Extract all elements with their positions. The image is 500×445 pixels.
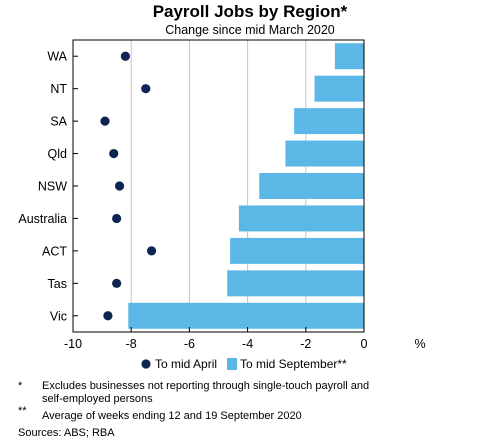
bar-vic — [128, 302, 364, 329]
y-tick-label-act: ACT — [42, 244, 67, 258]
bar-nsw — [259, 173, 364, 199]
bar-qld — [285, 140, 364, 167]
legend-bar-swatch — [227, 358, 237, 370]
legend-bar-label: To mid September** — [240, 357, 347, 371]
x-tick-label-5: 0 — [361, 337, 368, 351]
y-tick-label-qld: Qld — [48, 147, 68, 161]
dot-nt — [141, 84, 151, 94]
chart-title: Payroll Jobs by Region* — [152, 2, 348, 21]
y-tick-label-sa: SA — [50, 115, 67, 129]
dot-nsw — [114, 181, 125, 191]
bar-act — [230, 237, 364, 264]
x-tick-label-0: -10 — [64, 337, 82, 351]
y-tick-label-tas: Tas — [48, 277, 67, 291]
footnote-2-text: Average of weeks ending 12 and 19 Septem… — [42, 410, 302, 422]
dot-sa — [100, 116, 110, 126]
dot-qld — [109, 148, 119, 159]
bar-australia — [238, 205, 364, 232]
footnote-2-mark: ** — [18, 405, 27, 417]
chart-svg: WA NT SA Qld NSW Australia ACT Tas Vic -10 -8 -6 -4 -… — [18, 39, 426, 371]
x-tick-label-4: -2 — [300, 337, 311, 351]
footnote-1-text: Excludes businesses not reporting throug… — [42, 380, 370, 405]
y-tick-label-wa: WA — [47, 50, 67, 64]
x-tick-label-2: -6 — [184, 337, 195, 351]
dot-wa — [120, 51, 130, 61]
sources-note: Sources: ABS; RBA — [18, 427, 115, 439]
dot-tas — [112, 278, 122, 288]
y-tick-label-nsw: NSW — [38, 180, 67, 194]
x-unit-label: % — [414, 337, 425, 351]
dot-vic — [103, 311, 113, 321]
chart-subtitle: Change since mid March 2020 — [165, 23, 335, 37]
footnote-1-mark: * — [18, 380, 23, 392]
bar-wa — [334, 43, 364, 70]
x-tick-label-3: -4 — [242, 337, 253, 351]
y-tick-label-vic: Vic — [50, 309, 67, 323]
bar-tas — [227, 270, 364, 297]
legend-dot-label: To mid April — [155, 357, 217, 371]
y-tick-label-nt: NT — [50, 82, 67, 96]
y-tick-label-australia: Australia — [18, 212, 67, 226]
bar-sa — [294, 108, 364, 135]
dot-act — [146, 246, 157, 256]
legend-dot-swatch — [141, 359, 151, 369]
dot-australia — [112, 213, 122, 224]
x-tick-label-1: -8 — [126, 337, 137, 351]
bar-nt — [314, 75, 364, 102]
